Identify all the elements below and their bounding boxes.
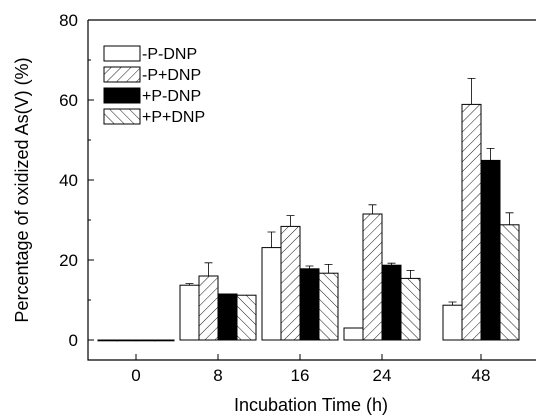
y-tick-label: 80 [59,11,78,30]
error-bar-+P-DNP-48 [486,148,495,161]
x-tick-label: 48 [472,366,491,385]
y-tick-label: 60 [59,91,78,110]
bar-+P-DNP-16 [299,268,320,341]
bar--P+DNP-16 [280,225,301,341]
x-tick-label: 16 [291,366,310,385]
bars-layer [97,78,520,342]
legend: -P-DNP -P+DNP +P-DNP +P+DNP [103,45,205,126]
bar-+P-DNP-0 [135,339,156,342]
bar-+P-DNP-8 [217,293,238,341]
legend-label: -P+DNP [142,67,201,84]
legend-swatch-+P+DNP [103,108,141,125]
axes-layer: 0 20 40 60 80 0 8 16 24 48 [59,11,536,385]
bar--P-DNP-24 [343,327,364,341]
bar--P+DNP-48 [461,103,482,341]
x-tick-label: 8 [213,366,222,385]
legend-label: +P-DNP [142,88,201,105]
bar-+P+DNP-0 [154,339,175,342]
x-tick-label: 0 [131,366,140,385]
y-axis-title: Percentage of oxidized As(V) (%) [12,57,32,322]
bar-+P-DNP-24 [381,264,402,341]
bar-+P+DNP-8 [236,294,257,341]
error-bar--P+DNP-8 [204,262,213,276]
y-tick-label: 20 [59,251,78,270]
error-bar-+P-DNP-24 [387,262,396,266]
legend-label: -P-DNP [142,46,197,63]
error-bar--P+DNP-16 [286,215,295,227]
legend-swatch--P+DNP [103,66,141,83]
bar--P-DNP-16 [261,247,282,341]
bar--P-DNP-0 [97,339,118,342]
error-bar--P-DNP-8 [185,283,194,286]
y-tick-label: 0 [69,331,78,350]
x-tick-label: 24 [373,366,392,385]
x-axis-title: Incubation Time (h) [234,395,388,415]
bar-+P-DNP-48 [480,159,501,341]
bar-+P+DNP-24 [400,277,421,341]
legend-swatch-+P-DNP [103,87,141,104]
bar--P+DNP-8 [198,275,219,341]
bar--P+DNP-0 [116,339,137,342]
legend-swatch--P-DNP [103,45,141,62]
error-bar--P-DNP-16 [267,231,276,248]
bar-+P+DNP-16 [318,272,339,341]
bar--P-DNP-8 [179,284,200,341]
plot-frame [87,19,536,361]
bar-+P+DNP-48 [499,224,520,341]
y-tick-label: 40 [59,171,78,190]
error-bar--P-DNP-48 [448,301,457,306]
error-bar--P+DNP-48 [467,78,476,105]
error-bar-+P+DNP-48 [505,212,514,225]
bar--P+DNP-24 [362,213,383,341]
error-bar--P+DNP-24 [368,204,377,214]
error-bar-+P+DNP-16 [324,264,333,274]
legend-label: +P+DNP [142,109,205,126]
bar--P-DNP-48 [442,304,463,341]
error-bar-+P+DNP-24 [406,270,415,279]
error-bar-+P-DNP-16 [305,265,314,269]
